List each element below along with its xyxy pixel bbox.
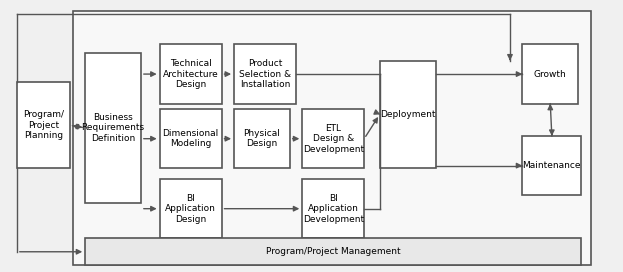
Text: Maintenance: Maintenance [523, 161, 581, 170]
FancyBboxPatch shape [85, 52, 141, 203]
Text: Technical
Architecture
Design: Technical Architecture Design [163, 59, 219, 89]
Text: BI
Application
Design: BI Application Design [165, 194, 216, 224]
FancyBboxPatch shape [234, 44, 296, 104]
FancyBboxPatch shape [522, 136, 581, 195]
Text: Business
Requirements
Definition: Business Requirements Definition [82, 113, 145, 143]
FancyBboxPatch shape [234, 109, 290, 168]
Text: Physical
Design: Physical Design [244, 129, 280, 149]
FancyBboxPatch shape [159, 179, 222, 238]
FancyBboxPatch shape [159, 109, 222, 168]
Text: Dimensional
Modeling: Dimensional Modeling [163, 129, 219, 149]
Text: BI
Application
Development: BI Application Development [303, 194, 364, 224]
Text: Deployment: Deployment [380, 110, 435, 119]
Text: ETL
Design &
Development: ETL Design & Development [303, 124, 364, 154]
FancyBboxPatch shape [380, 61, 435, 168]
Text: Product
Selection &
Installation: Product Selection & Installation [239, 59, 291, 89]
FancyBboxPatch shape [302, 179, 364, 238]
FancyBboxPatch shape [17, 82, 70, 168]
FancyBboxPatch shape [522, 44, 578, 104]
Text: Program/
Project
Planning: Program/ Project Planning [23, 110, 64, 140]
FancyBboxPatch shape [73, 11, 591, 265]
FancyBboxPatch shape [159, 44, 222, 104]
FancyBboxPatch shape [85, 238, 581, 265]
FancyBboxPatch shape [302, 109, 364, 168]
Text: Program/Project Management: Program/Project Management [266, 247, 401, 256]
Text: Growth: Growth [534, 70, 567, 79]
